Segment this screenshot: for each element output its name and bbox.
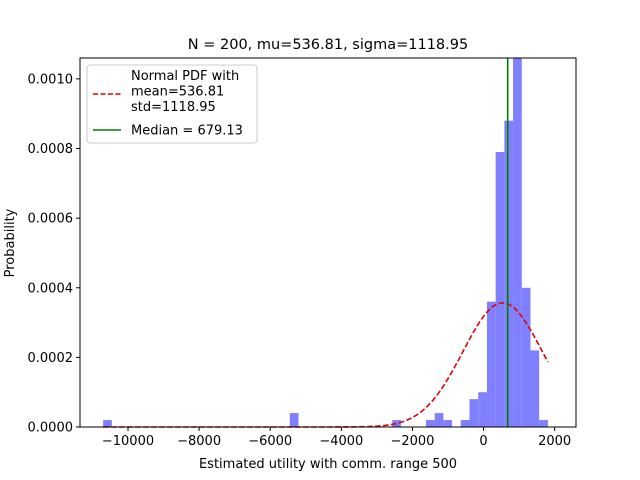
x-tick-label-5: 0 — [479, 434, 487, 449]
x-tick-label-4: −2000 — [390, 434, 434, 449]
histogram-bar-5 — [443, 420, 453, 427]
x-axis-label: Estimated utility with comm. range 500 — [199, 457, 457, 472]
y-tick-label-5: 0.0010 — [28, 72, 74, 87]
histogram-bars — [103, 58, 548, 428]
y-tick-label-0: 0.0000 — [28, 421, 74, 436]
y-axis-ticks: 0.0000 0.0002 0.0004 0.0006 0.0008 0.0010 — [28, 72, 80, 436]
legend: Normal PDF with mean=536.81 std=1118.95 Me… — [86, 64, 258, 144]
legend-median-label: Median = 679.13 — [131, 124, 243, 139]
x-tick-label-6: 2000 — [538, 434, 571, 449]
y-axis-label: Probability — [3, 208, 18, 277]
x-tick-label-0: −10000 — [102, 434, 154, 449]
y-tick-label-2: 0.0004 — [28, 281, 74, 296]
histogram-bar-8 — [478, 392, 487, 427]
histogram-bar-15 — [539, 420, 548, 427]
x-axis-ticks: −10000 −8000 −6000 −4000 −2000 0 2000 — [102, 427, 571, 449]
histogram-bar-9 — [486, 301, 496, 427]
histogram-bar-12 — [513, 58, 522, 427]
chart-title: N = 200, mu=536.81, sigma=1118.95 — [188, 37, 468, 53]
histogram-bar-0 — [103, 420, 112, 427]
histogram-bar-11 — [504, 120, 514, 428]
y-tick-label-1: 0.0002 — [28, 351, 74, 366]
histogram-bar-10 — [495, 151, 505, 427]
histogram-bar-1 — [289, 413, 299, 427]
plot-frame — [79, 57, 577, 428]
histogram-bar-3 — [425, 420, 435, 427]
x-tick-label-2: −6000 — [248, 434, 292, 449]
histogram-bar-14 — [530, 350, 540, 427]
y-tick-label-4: 0.0008 — [28, 142, 74, 157]
y-tick-label-3: 0.0006 — [28, 212, 74, 227]
histogram-bar-13 — [521, 287, 531, 427]
histogram-bar-7 — [469, 399, 479, 427]
legend-pdf-label: Normal PDF with mean=536.81 std=1118.95 — [131, 69, 239, 115]
histogram-bar-4 — [434, 413, 444, 427]
histogram-bar-6 — [460, 420, 470, 427]
x-tick-label-3: −4000 — [319, 434, 363, 449]
histogram-bar-2 — [392, 420, 401, 427]
x-tick-label-1: −8000 — [177, 434, 221, 449]
legend-box — [86, 64, 258, 144]
